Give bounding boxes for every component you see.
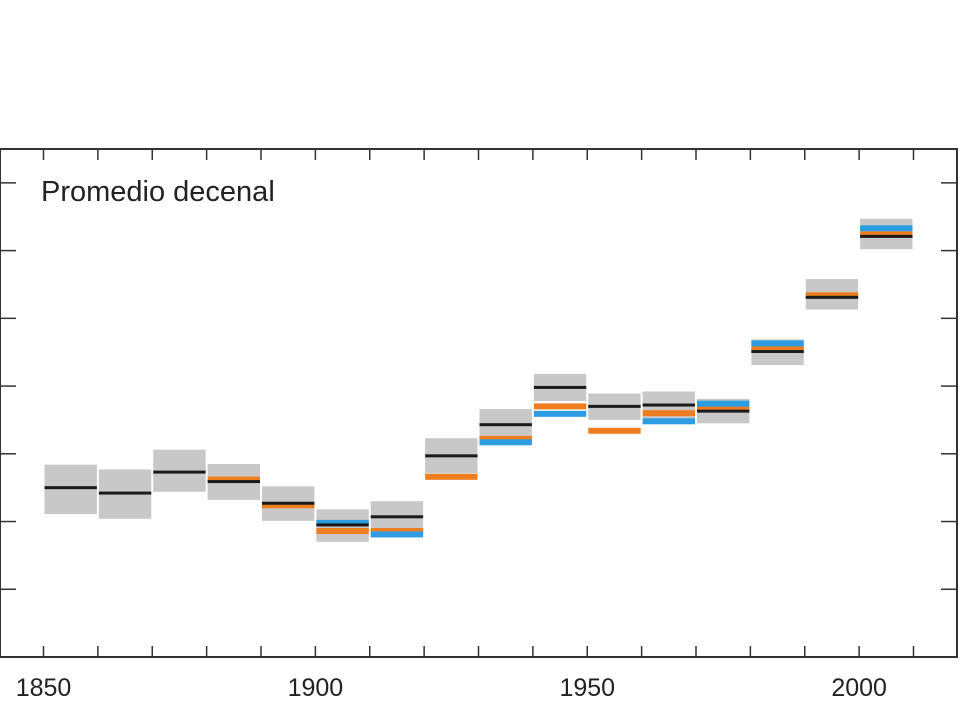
series-0-segment-11 — [805, 292, 859, 299]
series-1-segment-6 — [751, 340, 804, 347]
series-0-segment-12 — [860, 231, 913, 238]
decadal-mean-13 — [751, 350, 804, 354]
x-tick-label-1850: 1850 — [16, 674, 72, 702]
decadal-mean-lines — [44, 234, 913, 527]
decadal-mean-0 — [44, 486, 97, 490]
series-0-segment-8 — [642, 410, 695, 417]
decadal-mean-8 — [479, 423, 532, 427]
series-0-segment-3 — [370, 528, 424, 535]
decadal-mean-2 — [153, 470, 206, 474]
panel-label: Promedio decenal — [41, 176, 275, 208]
x-tick-label-1900: 1900 — [288, 674, 344, 702]
decadal-mean-10 — [588, 404, 641, 408]
decadal-mean-11 — [642, 403, 695, 407]
x-tick-labels: 1850 1900 1950 2000 — [16, 674, 887, 702]
decadal-mean-7 — [425, 454, 478, 458]
series-0-segment-9 — [697, 404, 750, 411]
series-1-segment-3 — [533, 410, 587, 417]
x-tick-label-1950: 1950 — [559, 674, 615, 702]
series-0-segment-5 — [479, 435, 532, 442]
series-0-segment-2 — [316, 528, 369, 535]
series-0-segment-4 — [425, 473, 478, 480]
decadal-mean-4 — [262, 501, 315, 505]
series-1-segment-1 — [370, 531, 424, 538]
series-lines — [207, 225, 913, 538]
plot-frame — [0, 148, 958, 658]
decadal-mean-1 — [98, 491, 152, 495]
x-tick-label-2000: 2000 — [831, 674, 887, 702]
decadal-mean-5 — [316, 523, 369, 527]
series-1-segment-7 — [860, 225, 913, 232]
axis-ticks — [0, 149, 957, 657]
decadal-mean-14 — [805, 295, 859, 299]
series-1-segment-5 — [697, 400, 750, 407]
uncertainty-bands — [44, 218, 913, 542]
decadal-mean-12 — [697, 409, 750, 413]
decadal-mean-6 — [370, 515, 424, 519]
decadal-mean-15 — [860, 234, 913, 238]
series-1-segment-4 — [642, 418, 695, 425]
series-0-segment-0 — [207, 476, 260, 483]
series-1-segment-2 — [479, 439, 532, 446]
uncertainty-band-0 — [44, 464, 97, 515]
decadal-mean-3 — [207, 480, 260, 484]
series-0-segment-1 — [262, 502, 315, 509]
series-0-segment-7 — [588, 427, 641, 434]
series-0-segment-10 — [751, 345, 804, 352]
series-0-segment-6 — [533, 403, 587, 410]
series-1-segment-0 — [316, 519, 369, 526]
decadal-mean-9 — [533, 385, 587, 389]
